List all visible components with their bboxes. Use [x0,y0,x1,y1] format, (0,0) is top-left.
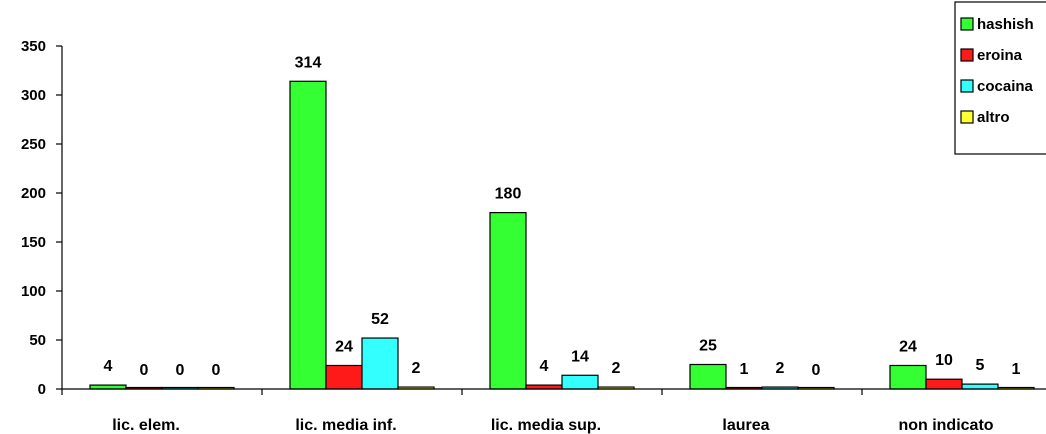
y-axis-ticks: 0 50 100 150 200 250 300 350 [21,38,62,398]
data-label-cocaina: 0 [176,362,185,379]
bar-hashish [689,363,727,390]
bar-eroina [925,378,963,390]
data-label-eroina: 0 [140,362,149,379]
data-label-hashish: 24 [899,338,917,355]
category-label: lic. elem. [112,417,180,434]
bars [89,80,1035,390]
data-label-cocaina: 5 [976,357,985,374]
category-label: lic. media sup. [491,417,601,434]
bar-hashish [289,80,327,390]
data-label-altro: 1 [1012,361,1021,378]
legend-label-eroina: eroina [977,47,1023,64]
data-label-eroina: 1 [740,361,749,378]
bar-hashish [489,212,527,390]
bar-cocaina [561,374,599,390]
data-label-hashish: 314 [295,54,322,71]
data-label-eroina: 24 [335,338,353,355]
data-label-hashish: 180 [495,186,522,203]
y-tick-label: 50 [29,332,46,349]
legend-swatch-hashish [960,17,974,31]
category-label: non indicato [898,417,993,434]
category-label: lic. media inf. [295,417,396,434]
y-tick-label: 200 [21,185,46,202]
data-label-hashish: 4 [104,358,113,375]
bar-cocaina [361,337,399,390]
category-label: laurea [722,417,769,434]
bar-cocaina [961,383,999,390]
bar-eroina [325,364,363,390]
legend-swatch-cocaina [960,79,974,93]
legend-label-altro: altro [977,109,1010,126]
y-tick-label: 350 [21,38,46,55]
y-tick-label: 150 [21,234,46,251]
data-labels: 4 0 0 0 314 24 52 2 180 4 14 2 25 1 2 0 24 10 5 1 [104,54,1021,379]
data-label-eroina: 10 [935,352,953,369]
data-label-cocaina: 52 [371,311,389,328]
data-label-eroina: 4 [540,358,549,375]
legend-label-hashish: hashish [977,16,1034,33]
legend-swatch-altro [960,110,974,124]
y-tick-label: 300 [21,87,46,104]
legend-label-cocaina: cocaina [977,78,1034,95]
y-tick-label: 100 [21,283,46,300]
legend-swatch-eroina [960,48,974,62]
data-label-altro: 0 [212,362,221,379]
bar-hashish [889,364,927,390]
y-tick-label: 0 [38,381,46,398]
data-label-cocaina: 14 [571,348,589,365]
x-axis [61,388,1046,395]
legend: hashish eroina cocaina altro [954,1,1046,155]
data-label-altro: 2 [612,360,621,377]
data-label-altro: 0 [812,362,821,379]
data-label-cocaina: 2 [776,360,785,377]
y-tick-label: 250 [21,136,46,153]
data-label-altro: 2 [412,360,421,377]
category-labels: lic. elem. lic. media inf. lic. media sup.… [112,417,994,434]
data-label-hashish: 25 [699,338,717,355]
